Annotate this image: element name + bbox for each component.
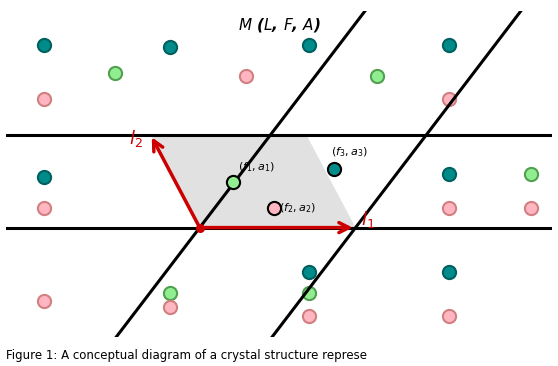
Point (444, 96, 453, 102)
Point (40, 298, 49, 304)
Text: $(f_3, a_3)$: $(f_3, a_3)$ (331, 146, 368, 159)
Point (526, 171, 535, 177)
Point (40, 96, 49, 102)
Point (40, 205, 49, 211)
Point (305, 313, 314, 318)
Text: $(f_1, a_1)$: $(f_1, a_1)$ (238, 160, 275, 174)
Point (444, 171, 453, 177)
Polygon shape (151, 135, 355, 228)
Point (228, 179, 237, 185)
Point (526, 205, 535, 211)
Point (165, 305, 174, 310)
Text: $\mathit{M}$ ($\mathit{L}$, $\mathit{F}$, $\mathit{A}$): $\mathit{M}$ ($\mathit{L}$, $\mathit{F}$… (238, 16, 320, 34)
Point (305, 269, 314, 274)
Point (444, 205, 453, 211)
Text: $(f_2, a_2)$: $(f_2, a_2)$ (279, 201, 316, 214)
Point (165, 44, 174, 50)
Point (110, 70, 119, 76)
Point (305, 290, 314, 296)
Point (305, 42, 314, 48)
Point (40, 42, 49, 48)
Point (269, 205, 278, 211)
Point (165, 290, 174, 296)
Point (444, 313, 453, 318)
Point (242, 73, 251, 79)
Text: Figure 1: A conceptual diagram of a crystal structure represe: Figure 1: A conceptual diagram of a crys… (6, 349, 367, 362)
Text: $\mathit{l}_1$: $\mathit{l}_1$ (361, 209, 375, 230)
Point (329, 166, 338, 172)
Point (40, 174, 49, 180)
Point (444, 269, 453, 274)
Point (195, 225, 204, 231)
Point (444, 42, 453, 48)
Point (373, 73, 382, 79)
Text: $\mathit{l}_2$: $\mathit{l}_2$ (128, 127, 142, 149)
